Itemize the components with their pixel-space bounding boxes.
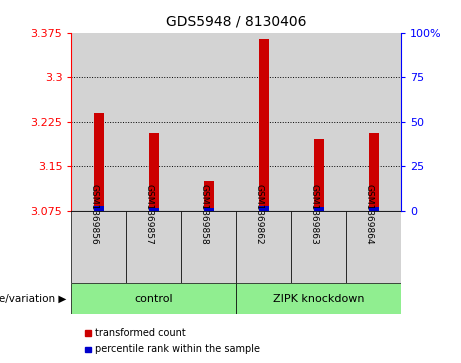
Bar xyxy=(94,207,104,211)
Bar xyxy=(291,33,346,211)
Title: GDS5948 / 8130406: GDS5948 / 8130406 xyxy=(166,15,307,29)
Text: GSM1369857: GSM1369857 xyxy=(145,184,154,245)
Text: GSM1369858: GSM1369858 xyxy=(200,184,209,245)
Text: ZIPK knockdown: ZIPK knockdown xyxy=(273,294,364,303)
Bar xyxy=(71,283,236,314)
Bar xyxy=(71,33,126,211)
Bar xyxy=(369,207,378,211)
Bar xyxy=(204,181,214,211)
Bar xyxy=(149,208,159,211)
Text: GSM1369862: GSM1369862 xyxy=(255,184,264,245)
Text: control: control xyxy=(135,294,173,303)
Bar xyxy=(236,211,291,283)
Bar xyxy=(71,211,126,283)
Bar xyxy=(149,134,159,211)
Bar xyxy=(314,139,324,211)
Bar xyxy=(126,211,181,283)
Text: GSM1369864: GSM1369864 xyxy=(365,184,373,245)
Bar xyxy=(236,33,291,211)
Bar xyxy=(204,208,214,211)
Text: GSM1369856: GSM1369856 xyxy=(90,184,99,245)
Bar xyxy=(259,206,269,211)
Bar xyxy=(291,211,346,283)
Bar xyxy=(181,211,236,283)
Bar xyxy=(369,134,378,211)
Text: percentile rank within the sample: percentile rank within the sample xyxy=(95,344,260,354)
Bar xyxy=(94,113,104,211)
Bar xyxy=(346,211,401,283)
Bar xyxy=(236,283,401,314)
Text: transformed count: transformed count xyxy=(95,328,186,338)
Bar xyxy=(181,33,236,211)
Bar xyxy=(259,38,269,211)
Bar xyxy=(314,207,324,211)
Bar xyxy=(126,33,181,211)
Text: GSM1369863: GSM1369863 xyxy=(310,184,319,245)
Bar xyxy=(346,33,401,211)
Text: genotype/variation ▶: genotype/variation ▶ xyxy=(0,294,67,303)
